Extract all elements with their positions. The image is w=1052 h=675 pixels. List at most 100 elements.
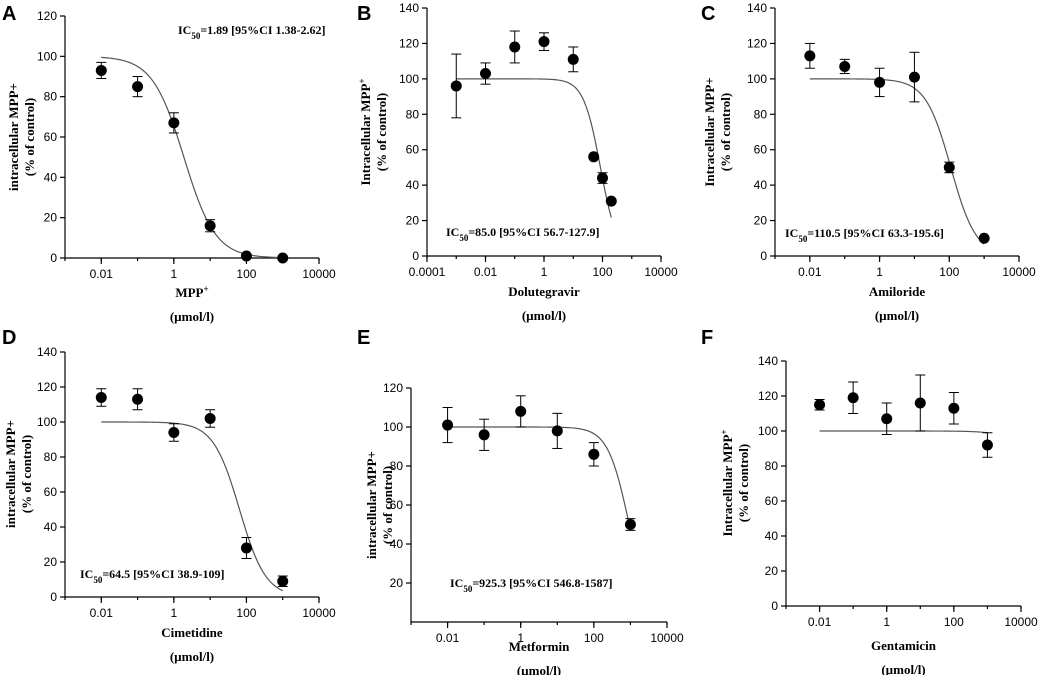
x-tick-label: 0.01 bbox=[90, 606, 114, 620]
x-tick-label: 10000 bbox=[650, 631, 684, 645]
x-tick-label: 0.01 bbox=[808, 615, 832, 629]
y-tick-label: 100 bbox=[383, 420, 403, 434]
y-axis-title-line2: (% of control) bbox=[718, 93, 733, 171]
fit-curve bbox=[101, 56, 283, 259]
y-tick-label: 20 bbox=[390, 576, 404, 590]
data-point bbox=[204, 220, 216, 232]
x-axis-unit: (µmol/l) bbox=[875, 308, 919, 323]
y-axis-title: Intracellular MPP+(% of control) bbox=[702, 77, 733, 186]
y-tick-label: 140 bbox=[758, 354, 778, 368]
panel-letter: B bbox=[357, 3, 371, 25]
data-point bbox=[914, 397, 926, 409]
data-point bbox=[509, 41, 521, 53]
chart-panel-e: E 20 40 60 80 100 120 0.01 1 100 10000 intracellula… bbox=[357, 327, 684, 675]
data-point bbox=[981, 439, 993, 451]
ic50-annotation: IC50=1.89 [95%CI 1.38-2.62] bbox=[178, 23, 326, 41]
x-tick-label: 1 bbox=[171, 267, 178, 281]
y-tick-label: 20 bbox=[406, 214, 420, 228]
y-tick-label: 60 bbox=[390, 498, 404, 512]
y-tick-label: 100 bbox=[37, 415, 57, 429]
y-tick-label: 60 bbox=[754, 143, 768, 157]
x-tick-label: 1 bbox=[876, 265, 883, 279]
x-tick-label: 1 bbox=[517, 631, 524, 645]
data-point bbox=[95, 64, 107, 76]
y-axis-title: intracellular MPP+ (% of control) bbox=[3, 420, 34, 528]
data-point bbox=[814, 399, 826, 411]
panel-letter: F bbox=[701, 327, 713, 349]
y-tick-label: 60 bbox=[44, 130, 58, 144]
y-tick-label: 100 bbox=[399, 72, 419, 86]
x-axis-unit: (µmol/l) bbox=[881, 662, 925, 675]
chart-panel-c: C 0 20 40 60 80 100 120 140 0.01 1 100 10000 Intracel… bbox=[701, 1, 1036, 323]
y-tick-label: 140 bbox=[37, 345, 57, 359]
y-tick-label: 20 bbox=[44, 211, 58, 225]
data-point bbox=[277, 252, 289, 264]
fit-curve bbox=[456, 78, 612, 218]
y-axis-title-line2: (% of control) bbox=[736, 444, 751, 522]
x-tick-label: 0.01 bbox=[90, 267, 114, 281]
data-point bbox=[881, 413, 893, 425]
y-tick-label: 60 bbox=[406, 143, 420, 157]
y-tick-label: 40 bbox=[765, 529, 779, 543]
y-axis-title-line2: (% of control) bbox=[380, 466, 395, 544]
y-tick-label: 80 bbox=[390, 459, 404, 473]
x-axis-title: Gentamicin bbox=[871, 638, 937, 653]
y-tick-label: 20 bbox=[765, 564, 779, 578]
y-tick-label: 20 bbox=[44, 555, 58, 569]
x-axis-title: Metformin bbox=[509, 639, 570, 654]
x-tick-label: 10000 bbox=[1002, 265, 1036, 279]
x-tick-label: 10000 bbox=[1004, 615, 1038, 629]
data-point bbox=[204, 413, 216, 424]
y-tick-label: 40 bbox=[754, 178, 768, 192]
x-axis-title: Amiloride bbox=[869, 284, 926, 299]
y-axis-title-line1: Intracellular MPP+ bbox=[719, 429, 735, 536]
ic50-annotation: IC50=925.3 [95%CI 546.8-1587] bbox=[450, 576, 613, 594]
x-tick-label: 1 bbox=[883, 615, 890, 629]
y-axis-title-line2: (% of control) bbox=[22, 98, 37, 176]
ic50-annotation: IC50=85.0 [95%CI 56.7-127.9] bbox=[446, 225, 600, 243]
y-axis-title-line2: (% of control) bbox=[374, 93, 389, 171]
y-axis-title: intracellular MPP+ (% of control) bbox=[364, 451, 395, 559]
chart-panel-d: D 0 20 40 60 80 100 120 140 0.01 1 100 10000 intracel… bbox=[2, 327, 336, 664]
data-point bbox=[132, 81, 144, 93]
data-point bbox=[567, 53, 579, 65]
y-axis-title: intracellular MPP+ (% of control) bbox=[6, 83, 37, 191]
panel-letter: E bbox=[357, 327, 370, 349]
y-tick-label: 140 bbox=[747, 1, 767, 15]
data-point bbox=[978, 232, 990, 244]
x-tick-label: 100 bbox=[584, 631, 604, 645]
x-axis-unit: (µmol/l) bbox=[170, 649, 214, 664]
x-tick-label: 100 bbox=[236, 267, 256, 281]
data-point bbox=[240, 250, 252, 262]
data-point bbox=[538, 36, 550, 48]
x-axis-unit: (µmol/l) bbox=[170, 309, 214, 324]
data-point bbox=[551, 425, 563, 437]
x-tick-label: 0.01 bbox=[798, 265, 822, 279]
data-point bbox=[95, 392, 107, 403]
y-tick-label: 40 bbox=[390, 537, 404, 551]
y-axis-title-line1: Intracellular MPP+ bbox=[702, 77, 717, 186]
x-tick-label: 0.01 bbox=[474, 265, 498, 279]
x-tick-label: 0.01 bbox=[436, 631, 460, 645]
x-tick-label: 100 bbox=[939, 265, 959, 279]
y-tick-label: 120 bbox=[399, 36, 419, 50]
data-point bbox=[168, 117, 180, 129]
x-tick-label: 100 bbox=[944, 615, 964, 629]
x-axis-unit: (µmol/l) bbox=[522, 308, 566, 323]
y-axis-title-line1: intracellular MPP+ bbox=[364, 451, 379, 559]
y-tick-label: 0 bbox=[760, 249, 767, 263]
data-point bbox=[240, 542, 252, 554]
data-point bbox=[605, 195, 617, 207]
y-tick-label: 0 bbox=[412, 249, 419, 263]
data-point bbox=[839, 60, 851, 72]
data-point bbox=[588, 448, 600, 460]
y-tick-label: 80 bbox=[406, 107, 420, 121]
chart-panel-f: F 0 20 40 60 80 100 120 140 0.01 1 100 10000 Intracel… bbox=[701, 327, 1038, 675]
chart-panel-a: A 0 20 40 60 80 100 120 0.01 1 100 10000 intracellul… bbox=[2, 3, 336, 324]
y-axis-title: Intracellular MPP+(% of control) bbox=[357, 78, 389, 185]
x-tick-label: 1 bbox=[541, 265, 548, 279]
y-tick-label: 60 bbox=[765, 494, 779, 508]
y-tick-label: 20 bbox=[754, 214, 768, 228]
y-tick-label: 0 bbox=[50, 251, 57, 265]
y-tick-label: 60 bbox=[44, 485, 58, 499]
